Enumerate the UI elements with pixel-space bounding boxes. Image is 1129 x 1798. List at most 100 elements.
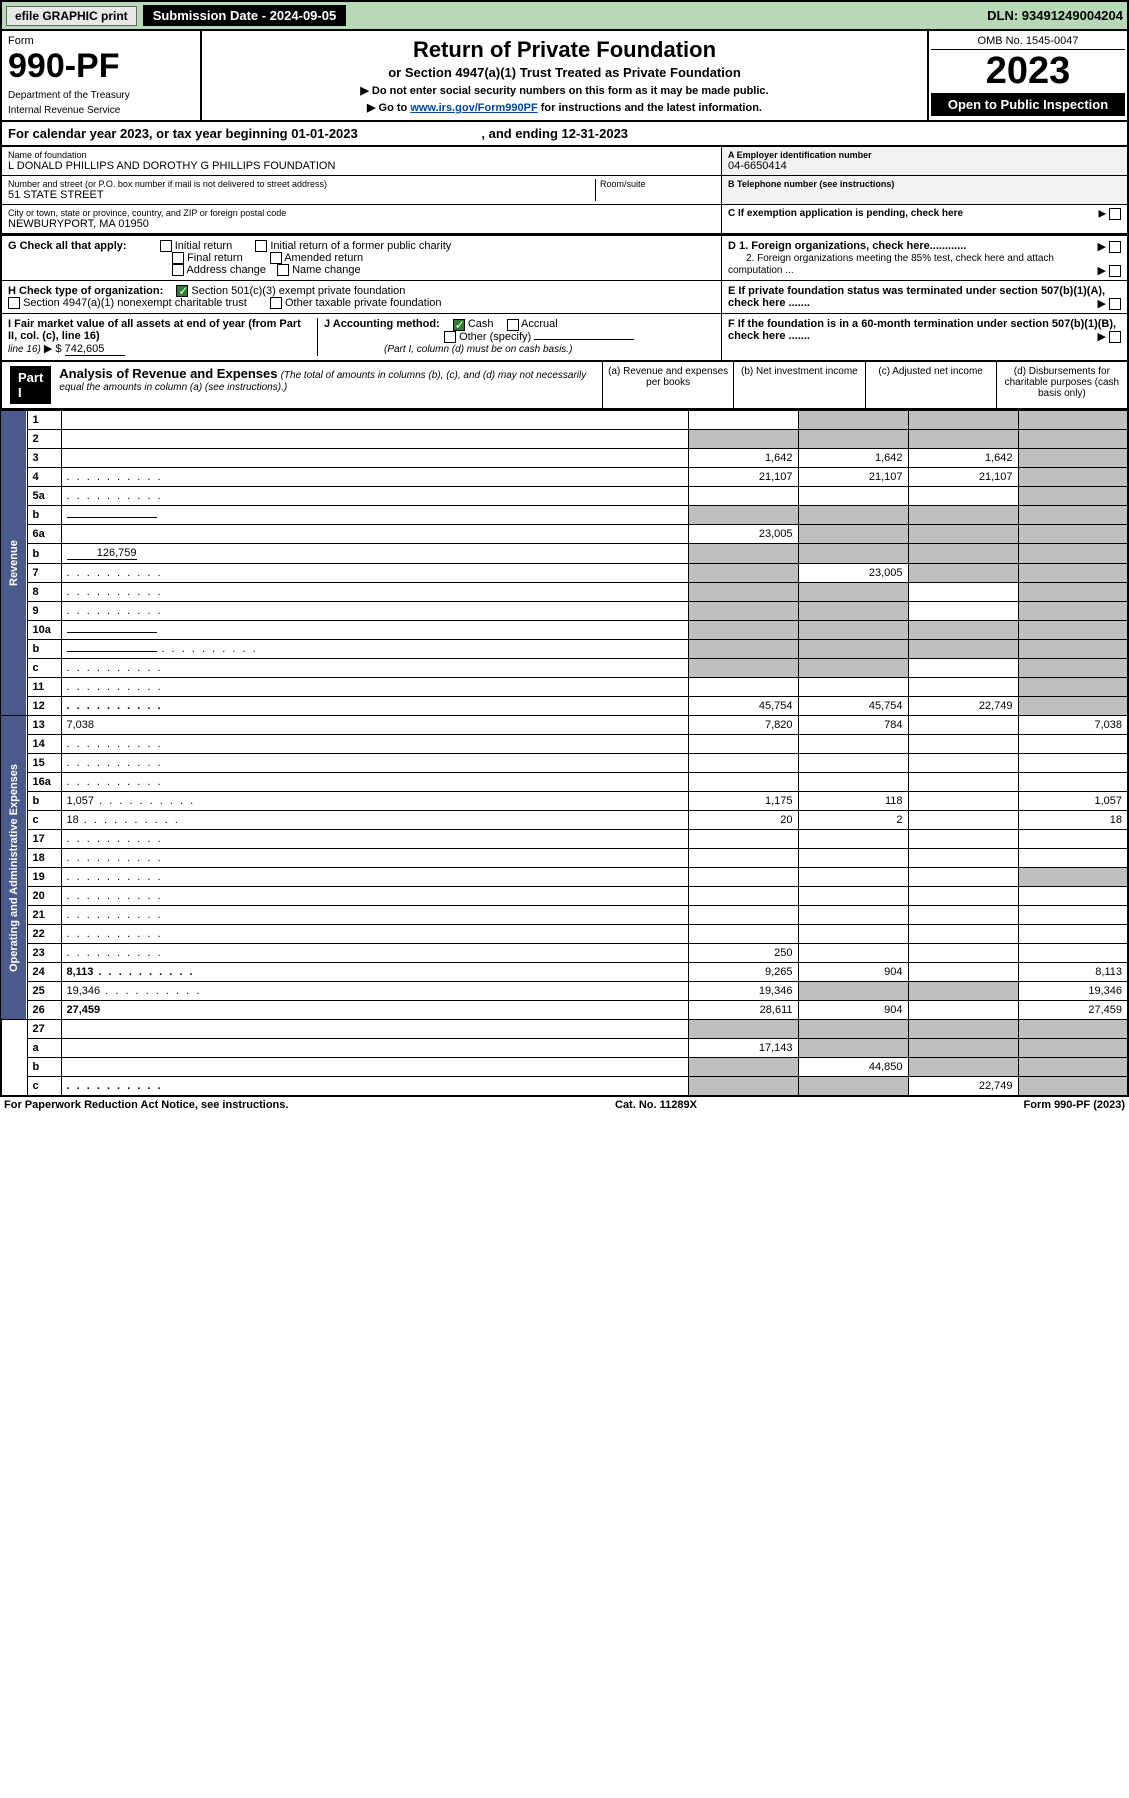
cell-a: 28,611 (688, 1001, 798, 1020)
line-desc (61, 640, 688, 659)
cell-c (908, 1001, 1018, 1020)
cell-d (1018, 659, 1128, 678)
cell-d (1018, 468, 1128, 487)
form-header: Form 990-PF Department of the Treasury I… (0, 31, 1129, 122)
cell-d (1018, 868, 1128, 887)
cell-b (798, 735, 908, 754)
efile-button[interactable]: efile GRAPHIC print (6, 6, 137, 26)
form-header-right: OMB No. 1545-0047 2023 Open to Public In… (927, 31, 1127, 120)
line-number: 20 (27, 887, 61, 906)
table-row: 22 (1, 925, 1128, 944)
calendar-year-row: For calendar year 2023, or tax year begi… (0, 122, 1129, 147)
col-a-header: (a) Revenue and expenses per books (602, 362, 733, 408)
cell-b (798, 944, 908, 963)
submission-date: Submission Date - 2024-09-05 (143, 5, 347, 26)
cell-b (798, 849, 908, 868)
table-row: 21 (1, 906, 1128, 925)
cell-b (798, 583, 908, 602)
cell-b: 118 (798, 792, 908, 811)
cell-b (798, 1077, 908, 1097)
j-cash-checkbox[interactable] (453, 319, 465, 331)
irs-link[interactable]: www.irs.gov/Form990PF (410, 102, 537, 114)
form-number: 990-PF (8, 47, 194, 86)
g-row: G Check all that apply: Initial return I… (2, 236, 721, 281)
h-501c3-checkbox[interactable] (176, 285, 188, 297)
table-row: c1820218 (1, 811, 1128, 830)
h-row: H Check type of organization: Section 50… (2, 281, 721, 314)
part1-table: Revenue1231,6421,6421,642421,10721,10721… (0, 410, 1129, 1097)
cell-d: 7,038 (1018, 716, 1128, 735)
line-number: 15 (27, 754, 61, 773)
cell-c (908, 1058, 1018, 1077)
cell-c (908, 944, 1018, 963)
cell-a: 1,642 (688, 449, 798, 468)
table-row: 6a23,005 (1, 525, 1128, 544)
cell-c (908, 640, 1018, 659)
cell-d: 19,346 (1018, 982, 1128, 1001)
cell-c (908, 868, 1018, 887)
cell-a (688, 640, 798, 659)
irs: Internal Revenue Service (8, 105, 194, 116)
cell-c (908, 544, 1018, 564)
cell-b (798, 678, 908, 697)
table-row: 2627,45928,61190427,459 (1, 1001, 1128, 1020)
cell-c (908, 487, 1018, 506)
cell-a (688, 906, 798, 925)
city-cell: City or town, state or province, country… (2, 205, 722, 234)
cell-a (688, 925, 798, 944)
cell-b: 45,754 (798, 697, 908, 716)
table-row: b (1, 506, 1128, 525)
cell-d (1018, 640, 1128, 659)
cell-c (908, 982, 1018, 1001)
form-label: Form (8, 35, 194, 47)
line-desc (61, 487, 688, 506)
line-number: c (27, 811, 61, 830)
part1-tag: Part I (10, 366, 51, 404)
line-desc (61, 583, 688, 602)
line-desc (61, 697, 688, 716)
line-number: b (27, 544, 61, 564)
cell-c (908, 1039, 1018, 1058)
part1-header-row: Part I Analysis of Revenue and Expenses … (0, 362, 1129, 410)
form-subtitle: or Section 4947(a)(1) Trust Treated as P… (208, 65, 921, 80)
line-desc (61, 564, 688, 583)
table-row: 31,6421,6421,642 (1, 449, 1128, 468)
d1-row: D 1. Foreign organizations, check here..… (722, 236, 1127, 281)
cell-b (798, 1039, 908, 1058)
cell-b (798, 773, 908, 792)
c-checkbox[interactable] (1109, 208, 1121, 220)
tax-year: 2023 (931, 50, 1125, 93)
line-desc (61, 754, 688, 773)
cell-a: 19,346 (688, 982, 798, 1001)
cell-b: 2 (798, 811, 908, 830)
cell-c (908, 411, 1018, 430)
cell-b (798, 430, 908, 449)
footer-right: Form 990-PF (2023) (1024, 1099, 1126, 1111)
ij-row: I Fair market value of all assets at end… (2, 314, 721, 360)
table-row: 10a (1, 621, 1128, 640)
cell-c (908, 525, 1018, 544)
cell-a (688, 1058, 798, 1077)
line-desc: 18 (61, 811, 688, 830)
cell-d: 18 (1018, 811, 1128, 830)
line-desc (61, 868, 688, 887)
cell-d (1018, 621, 1128, 640)
cell-c (908, 583, 1018, 602)
cell-a (688, 564, 798, 583)
line-number: 17 (27, 830, 61, 849)
table-row: 18 (1, 849, 1128, 868)
table-row: 17 (1, 830, 1128, 849)
line-number: 16a (27, 773, 61, 792)
line-desc (61, 773, 688, 792)
line-number: 11 (27, 678, 61, 697)
table-row: 15 (1, 754, 1128, 773)
line-number: 24 (27, 963, 61, 982)
cell-c (908, 963, 1018, 982)
cell-b (798, 411, 908, 430)
cell-d (1018, 411, 1128, 430)
line-number: b (27, 792, 61, 811)
table-row: 2 (1, 430, 1128, 449)
line-desc (61, 621, 688, 640)
cell-b (798, 868, 908, 887)
cell-d (1018, 754, 1128, 773)
